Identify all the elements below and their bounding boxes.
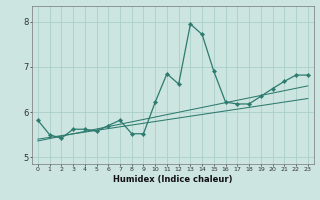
X-axis label: Humidex (Indice chaleur): Humidex (Indice chaleur): [113, 175, 233, 184]
